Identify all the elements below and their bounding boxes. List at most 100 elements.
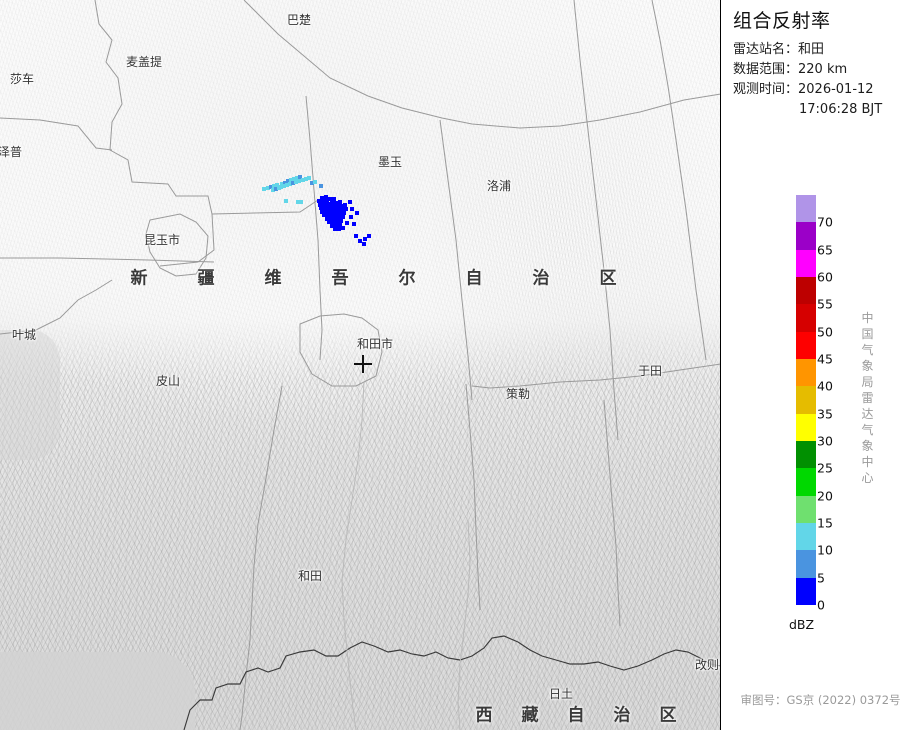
radar-echo-cell [330, 201, 334, 205]
radar-echo-cell [282, 184, 286, 188]
map-label-province-char: 治 [532, 268, 550, 289]
radar-echo-cell [313, 180, 317, 184]
radar-echo-cell [324, 209, 328, 213]
radar-echo-cell [352, 222, 356, 226]
radar-echo-cell [334, 201, 338, 205]
colorbar-tick-60: 60 [817, 269, 833, 285]
map-label-province-char: 维 [264, 268, 282, 289]
radar-echo-cell [338, 223, 342, 227]
colorbar-segment-10 [796, 550, 816, 578]
radar-echo-cell [289, 178, 293, 182]
terrain-relief-texture [0, 0, 720, 730]
radar-map-panel[interactable]: 巴楚 麦盖提 莎车 泽普 墨玉 洛浦 昆玉市 叶城 和田市 皮山 于田 策勒 和田 日土 改则新疆维吾尔自治… [0, 0, 721, 730]
radar-echo-cell [348, 200, 352, 204]
info-row-range: 数据范围： 220 km [733, 60, 919, 80]
map-label-province-char: 自 [567, 705, 585, 726]
map-label-place: 于田 [637, 364, 663, 378]
radar-echo-cell [322, 213, 326, 217]
radar-echo-cell [337, 227, 341, 231]
radar-echo-cell [328, 209, 332, 213]
map-label-place: 改则 [694, 658, 720, 672]
colorbar-segment-40 [796, 386, 816, 414]
radar-echo-cell [284, 199, 288, 203]
radar-echo-cell [318, 203, 322, 207]
colorbar-tick-45: 45 [817, 351, 833, 367]
colorbar-segment-15 [796, 522, 816, 551]
radar-echo-cell [367, 234, 371, 238]
colorbar-segment-25 [796, 468, 816, 496]
radar-echo-cell [342, 211, 346, 215]
radar-echo-cell [350, 207, 354, 211]
map-label-place: 和田 [297, 569, 323, 583]
map-label-place: 皮山 [155, 374, 181, 388]
radar-echo-cell [329, 216, 333, 220]
station-value: 和田 [798, 42, 825, 57]
radar-echo-cell [271, 188, 275, 192]
product-info-block: 组合反射率 雷达站名： 和田 数据范围： 220 km 观测时间： 2026-0… [733, 6, 919, 120]
radar-echo-cell [288, 182, 292, 186]
radar-echo-cell [325, 217, 329, 221]
radar-echo-cell [331, 205, 335, 209]
map-label-province-char: 疆 [197, 268, 215, 289]
radar-echo-cell [275, 183, 279, 187]
radar-echo-cell [307, 176, 311, 180]
map-label-place: 巴楚 [286, 13, 312, 27]
radar-echo-cell [339, 204, 343, 208]
colorbar-tick-20: 20 [817, 488, 833, 504]
radar-echo-cell [274, 187, 278, 191]
radar-echo-cell [362, 242, 366, 246]
colorbar-tick-30: 30 [817, 433, 833, 449]
radar-echo-cell [333, 227, 337, 231]
radar-echo-cell [335, 219, 339, 223]
range-value: 220 km [798, 62, 848, 77]
time-value-clock: 17:06:28 BJT [799, 102, 883, 117]
radar-echo-cell [304, 177, 308, 181]
radar-echo-cell [326, 202, 330, 206]
map-label-place: 墨玉 [377, 155, 403, 169]
radar-echo-cell [291, 181, 295, 185]
radar-echo-cell [336, 208, 340, 212]
radar-echo-cell [341, 226, 345, 230]
radar-echo-cell [299, 200, 303, 204]
radar-echo-cell [332, 197, 336, 201]
radar-echo-cell [310, 181, 314, 185]
radar-echo-cell [285, 183, 289, 187]
radar-echo-cell [343, 203, 347, 207]
map-boundaries-layer [0, 0, 720, 730]
radar-echo-cell [334, 223, 338, 227]
radar-echo-cell [349, 215, 353, 219]
radar-echo-cell [344, 207, 348, 211]
colorbar-segment-20 [796, 495, 816, 523]
colorbar-segment-35 [796, 413, 816, 441]
radar-echo-layer [262, 175, 371, 246]
map-label-place: 洛浦 [486, 179, 512, 193]
info-row-station: 雷达站名： 和田 [733, 40, 919, 60]
page-title: 组合反射率 [733, 10, 831, 32]
time-label: 观测时间： [733, 82, 799, 97]
info-row-time: 观测时间： 2026-01-12 [733, 80, 919, 100]
radar-echo-cell [340, 207, 344, 211]
radar-echo-cell [319, 206, 323, 210]
map-label-place: 泽普 [0, 145, 23, 159]
colorbar-segment-45 [796, 358, 816, 387]
time-value-date: 2026-01-12 [798, 82, 874, 97]
radar-echo-cell [331, 220, 335, 224]
map-label-province-char: 吾 [331, 268, 349, 289]
radar-echo-cell [338, 200, 342, 204]
radar-echo-cell [295, 176, 299, 180]
radar-echo-cell [358, 239, 362, 243]
radar-echo-cell [297, 179, 301, 183]
colorbar-segment-55 [796, 304, 816, 332]
radar-echo-cell [345, 221, 349, 225]
radar-echo-cell [324, 195, 328, 199]
map-label-province-char: 区 [599, 268, 617, 289]
colorbar-unit-label: dBZ [789, 617, 815, 632]
dune-field-texture [432, 36, 720, 387]
radar-echo-cell [317, 199, 321, 203]
radar-echo-cell [266, 186, 270, 190]
colorbar-tick-35: 35 [817, 406, 833, 422]
colorbar-tick-15: 15 [817, 515, 833, 531]
colorbar-tick-70: 70 [817, 214, 833, 230]
colorbar-tick-25: 25 [817, 460, 833, 476]
radar-echo-cell [325, 198, 329, 202]
